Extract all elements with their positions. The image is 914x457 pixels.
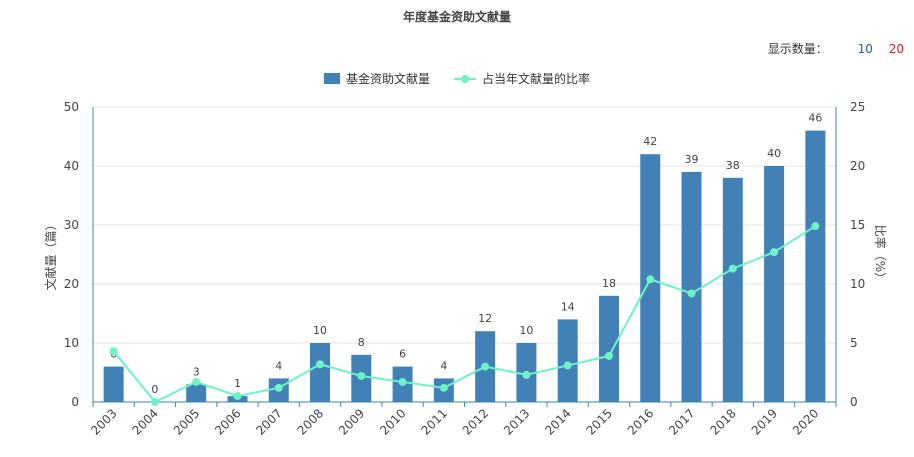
line-point: [563, 361, 572, 370]
display-count-option-10[interactable]: 10: [857, 42, 873, 56]
line-point: [646, 275, 655, 284]
bar-value-label: 12: [478, 312, 492, 325]
bar-value-label: 10: [519, 324, 533, 337]
line-point: [439, 383, 448, 392]
bar-value-label: 14: [561, 300, 575, 313]
y2-axis-title: 比率（%）: [873, 225, 888, 284]
line-point: [357, 372, 366, 381]
bar-value-label: 0: [151, 383, 158, 396]
bar: [681, 171, 702, 402]
y2-axis-tick-label: 5: [850, 336, 858, 350]
y-axis-tick-label: 30: [64, 218, 79, 232]
display-count-option-20[interactable]: 20: [888, 42, 904, 56]
line-point: [481, 362, 490, 371]
bar-value-label: 3: [193, 365, 200, 378]
x-axis-tick-label: 2014: [542, 406, 573, 437]
chart-title: 年度基金资助文献量: [402, 10, 511, 24]
bar-value-label: 42: [643, 135, 657, 148]
y2-axis-tick-label: 25: [850, 100, 865, 114]
x-axis-tick-label: 2015: [584, 406, 615, 437]
x-axis-tick-label: 2018: [707, 406, 738, 437]
x-axis-tick-label: 2011: [418, 406, 449, 437]
bar-value-label: 8: [358, 336, 365, 349]
bar-value-label: 18: [602, 277, 616, 290]
bar-value-label: 38: [726, 159, 740, 172]
bar-value-label: 4: [275, 359, 282, 372]
legend-item-bar-series[interactable]: 基金资助文献量: [323, 70, 430, 87]
bar: [764, 166, 785, 402]
x-axis-tick-label: 2004: [130, 406, 161, 437]
x-axis-tick-label: 2010: [377, 406, 408, 437]
x-axis-tick-label: 2013: [501, 406, 532, 437]
y2-axis-tick-label: 0: [850, 395, 858, 409]
legend-bar-label: 基金资助文献量: [345, 72, 430, 86]
bar-value-label: 10: [313, 324, 327, 337]
bar-value-label: 40: [767, 147, 781, 160]
x-axis-tick-label: 2007: [253, 406, 284, 437]
x-axis-tick-label: 2012: [460, 406, 491, 437]
legend-line-swatch: [454, 73, 476, 85]
x-axis-tick-label: 2020: [790, 406, 821, 437]
line-point: [316, 360, 325, 369]
bar-value-label: 4: [440, 359, 447, 372]
bar: [805, 130, 826, 402]
bar-value-label: 39: [685, 153, 699, 166]
bar: [598, 295, 619, 402]
line-point: [192, 377, 201, 386]
x-axis-tick-label: 2017: [666, 406, 697, 437]
line-point: [728, 264, 737, 273]
x-axis-tick-label: 2005: [171, 406, 202, 437]
y2-axis-tick-label: 20: [850, 159, 865, 173]
bar-value-label: 6: [399, 348, 406, 361]
bar-value-label: 1: [234, 377, 241, 390]
display-count-label: 显示数量：: [767, 42, 828, 56]
display-count-selector: 显示数量： 10 20: [768, 40, 904, 57]
line-point: [274, 383, 283, 392]
x-axis-tick-label: 2019: [749, 406, 780, 437]
x-axis-tick-label: 2008: [295, 406, 326, 437]
line-point: [604, 351, 613, 360]
y-axis-tick-label: 0: [71, 395, 79, 409]
line-series: [112, 225, 816, 404]
bar: [186, 384, 207, 402]
legend-item-line-series[interactable]: 占当年文献量的比率: [454, 70, 590, 87]
bar: [557, 319, 578, 402]
legend-line-label: 占当年文献量的比率: [482, 72, 591, 86]
x-axis-tick-label: 2016: [625, 406, 656, 437]
line-point: [687, 289, 696, 298]
y2-axis-tick-label: 10: [850, 277, 865, 291]
line-point: [233, 392, 242, 401]
line-point: [770, 248, 779, 257]
y-axis-title: 文献量（篇）: [43, 218, 58, 290]
line-point: [109, 347, 118, 356]
line-point: [398, 377, 407, 386]
bar-value-label: 46: [808, 112, 822, 125]
bar: [310, 343, 331, 402]
y-axis-tick-label: 20: [64, 277, 79, 291]
x-axis-tick-label: 2009: [336, 406, 367, 437]
line-point: [522, 370, 531, 379]
line-point: [150, 398, 159, 406]
y2-axis-tick-label: 15: [850, 218, 865, 232]
y-axis-tick-label: 50: [64, 100, 79, 114]
x-axis-tick-label: 2003: [88, 406, 119, 437]
y-axis-tick-label: 10: [64, 336, 79, 350]
line-point: [811, 222, 820, 231]
bar: [722, 177, 743, 402]
legend-bar-swatch: [323, 73, 340, 84]
chart-legend: 基金资助文献量 占当年文献量的比率: [0, 70, 914, 87]
bar: [103, 366, 124, 402]
x-axis-tick-label: 2006: [212, 406, 243, 437]
y-axis-tick-label: 40: [64, 159, 79, 173]
